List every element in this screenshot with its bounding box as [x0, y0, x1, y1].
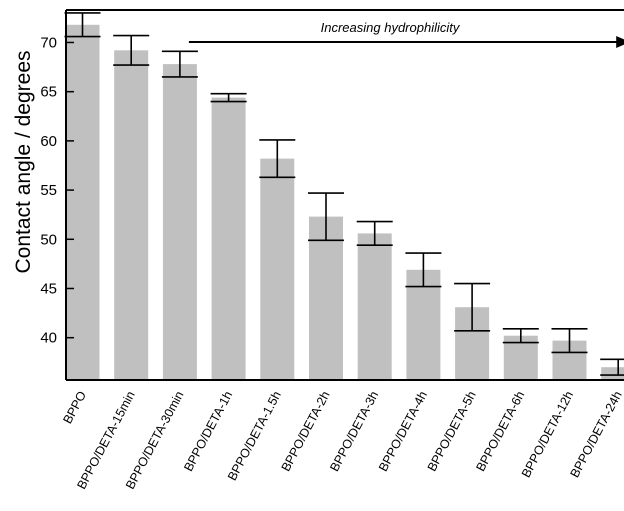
- error-bar: [551, 328, 588, 354]
- bar: [357, 233, 392, 380]
- axes: [65, 9, 624, 381]
- error-bars: [64, 12, 624, 376]
- x-tick-label: BPPO/DETA-6h: [473, 389, 527, 474]
- bar: [65, 24, 100, 381]
- x-tick-label: BPPO/DETA-1.5h: [225, 389, 284, 483]
- error-bar: [161, 50, 198, 78]
- bar: [406, 269, 441, 380]
- bar: [260, 158, 295, 380]
- bar: [601, 367, 624, 380]
- x-tick-label: BPPO/DETA-1h: [181, 389, 235, 474]
- annotation: Increasing hydrophilicity: [188, 20, 624, 48]
- bar: [309, 216, 343, 380]
- error-bar: [210, 92, 247, 103]
- bars: [65, 24, 624, 381]
- y-tick-label: 50: [40, 231, 57, 248]
- error-bar: [600, 358, 624, 376]
- annotation-arrow-head: [616, 36, 624, 48]
- y-tick-label: 70: [40, 34, 57, 51]
- x-tick-label: BPPO: [60, 389, 89, 426]
- y-tick-label: 45: [40, 280, 57, 297]
- error-bar: [356, 220, 393, 246]
- bar: [162, 64, 197, 380]
- x-tick-label: BPPO/DETA-24h: [568, 389, 624, 480]
- y-tick-label: 40: [40, 330, 57, 347]
- y-ticks: 40 45 50 55 60 65 70: [40, 34, 74, 347]
- y-tick-label: 55: [40, 182, 57, 199]
- bar: [211, 97, 246, 380]
- y-axis-label: Contact angle / degrees: [12, 51, 35, 274]
- y-tick-label: 60: [40, 133, 57, 150]
- x-tick-label: BPPO/DETA-2h: [279, 389, 333, 474]
- annotation-text: Increasing hydrophilicity: [321, 20, 461, 35]
- error-bar: [64, 12, 101, 38]
- x-tick-label: BPPO/DETA-5h: [425, 389, 479, 474]
- x-tick-labels: BPPOBPPO/DETA-15minBPPO/DETA-30minBPPO/D…: [60, 389, 624, 492]
- x-tick-label: BPPO/DETA-4h: [376, 389, 430, 474]
- error-bar: [308, 192, 344, 242]
- error-bar: [502, 328, 539, 344]
- bar: [114, 50, 149, 381]
- error-bar: [259, 139, 296, 179]
- x-tick-label: BPPO/DETA-3h: [327, 389, 381, 474]
- error-bar: [113, 34, 150, 66]
- error-bar: [454, 282, 491, 332]
- error-bar: [405, 252, 442, 288]
- x-tick-label: BPPO/DETA-12h: [519, 389, 576, 480]
- y-tick-label: 65: [40, 84, 57, 101]
